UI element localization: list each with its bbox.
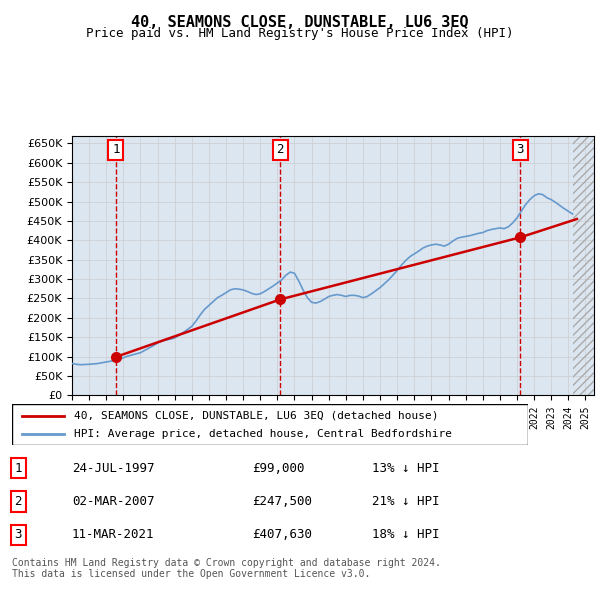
Text: 21% ↓ HPI: 21% ↓ HPI (372, 495, 439, 508)
Text: 13% ↓ HPI: 13% ↓ HPI (372, 461, 439, 474)
Text: 1: 1 (14, 461, 22, 474)
Text: 40, SEAMONS CLOSE, DUNSTABLE, LU6 3EQ: 40, SEAMONS CLOSE, DUNSTABLE, LU6 3EQ (131, 15, 469, 30)
Text: 40, SEAMONS CLOSE, DUNSTABLE, LU6 3EQ (detached house): 40, SEAMONS CLOSE, DUNSTABLE, LU6 3EQ (d… (74, 411, 439, 421)
Text: 3: 3 (517, 143, 524, 156)
Text: £247,500: £247,500 (252, 495, 312, 508)
Text: 24-JUL-1997: 24-JUL-1997 (72, 461, 155, 474)
Text: 1: 1 (112, 143, 119, 156)
FancyBboxPatch shape (12, 404, 528, 445)
Text: 2: 2 (14, 495, 22, 508)
Text: 2: 2 (277, 143, 284, 156)
Text: Price paid vs. HM Land Registry's House Price Index (HPI): Price paid vs. HM Land Registry's House … (86, 27, 514, 40)
Text: HPI: Average price, detached house, Central Bedfordshire: HPI: Average price, detached house, Cent… (74, 429, 452, 439)
Text: £99,000: £99,000 (252, 461, 305, 474)
Text: Contains HM Land Registry data © Crown copyright and database right 2024.
This d: Contains HM Land Registry data © Crown c… (12, 558, 441, 579)
Text: 18% ↓ HPI: 18% ↓ HPI (372, 529, 439, 542)
Text: 11-MAR-2021: 11-MAR-2021 (72, 529, 155, 542)
Text: £407,630: £407,630 (252, 529, 312, 542)
Text: 02-MAR-2007: 02-MAR-2007 (72, 495, 155, 508)
Text: 3: 3 (14, 529, 22, 542)
